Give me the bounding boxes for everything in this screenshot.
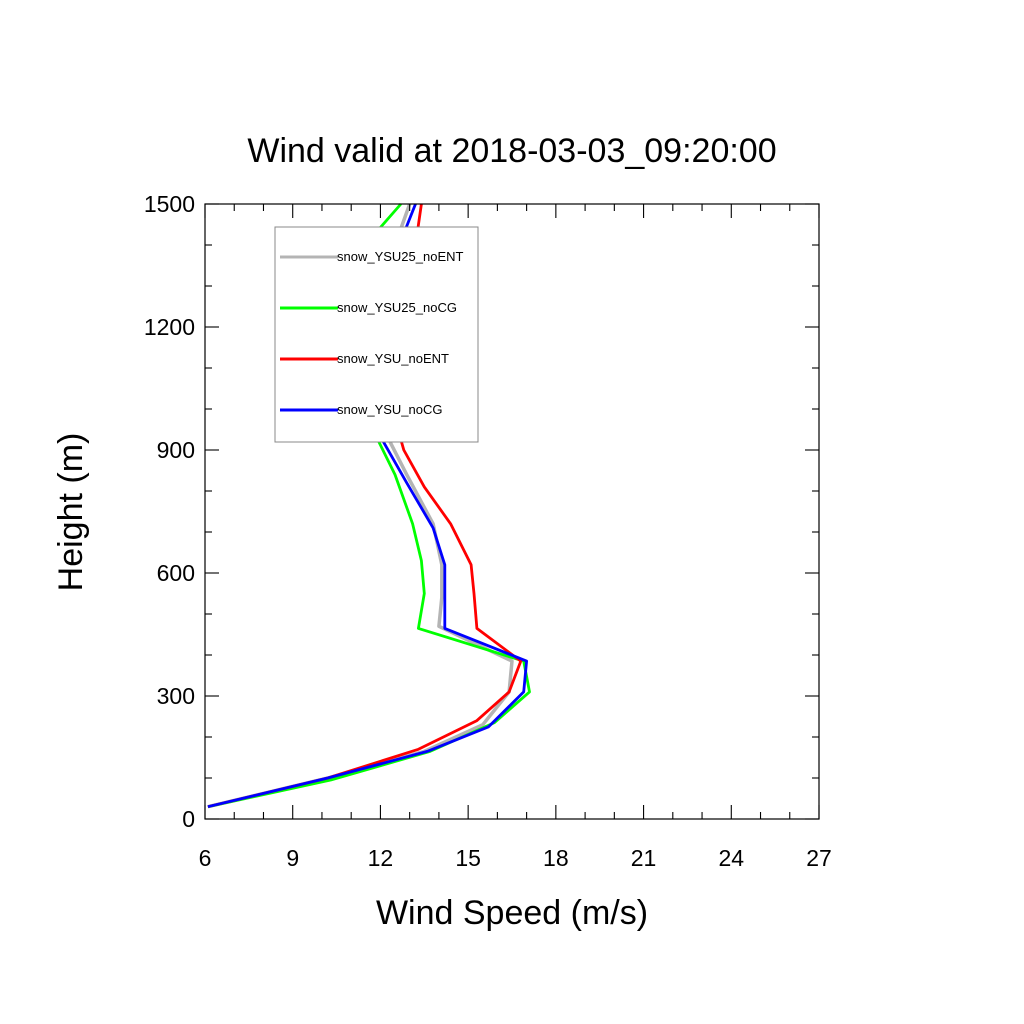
legend-label-snow_YSU_noENT: snow_YSU_noENT	[337, 351, 449, 366]
chart-title: Wind valid at 2018-03-03_09:20:00	[247, 132, 776, 170]
legend-label-snow_YSU25_noENT: snow_YSU25_noENT	[337, 249, 464, 264]
axis-ticks-group	[204, 203, 820, 820]
y-tick-label: 600	[157, 560, 195, 586]
x-tick-label: 6	[199, 845, 212, 871]
y-tick-label: 900	[157, 437, 195, 463]
x-tick-label: 15	[455, 845, 481, 871]
legend-label-snow_YSU25_noCG: snow_YSU25_noCG	[337, 300, 457, 315]
plot-frame	[204, 203, 820, 820]
y-tick-label: 300	[157, 683, 195, 709]
y-axis-label: Height (m)	[52, 433, 90, 592]
x-tick-label: 21	[631, 845, 657, 871]
x-axis-label: Wind Speed (m/s)	[376, 894, 648, 932]
legend-box	[274, 226, 479, 443]
legend: snow_YSU25_noENT snow_YSU25_noCG snow_YSU_…	[274, 226, 479, 443]
tick-labels-group: 6 9 12 15 18 21 24 27 0 300 600 900 1200 1500	[144, 191, 832, 871]
legend-label-snow_YSU_noCG: snow_YSU_noCG	[337, 402, 443, 417]
x-tick-label: 18	[543, 845, 569, 871]
y-tick-label: 1500	[144, 191, 195, 217]
y-tick-label: 1200	[144, 314, 195, 340]
y-tick-label: 0	[182, 806, 195, 832]
x-tick-label: 27	[806, 845, 832, 871]
x-tick-label: 24	[718, 845, 744, 871]
x-tick-label: 12	[368, 845, 394, 871]
x-tick-label: 9	[286, 845, 299, 871]
